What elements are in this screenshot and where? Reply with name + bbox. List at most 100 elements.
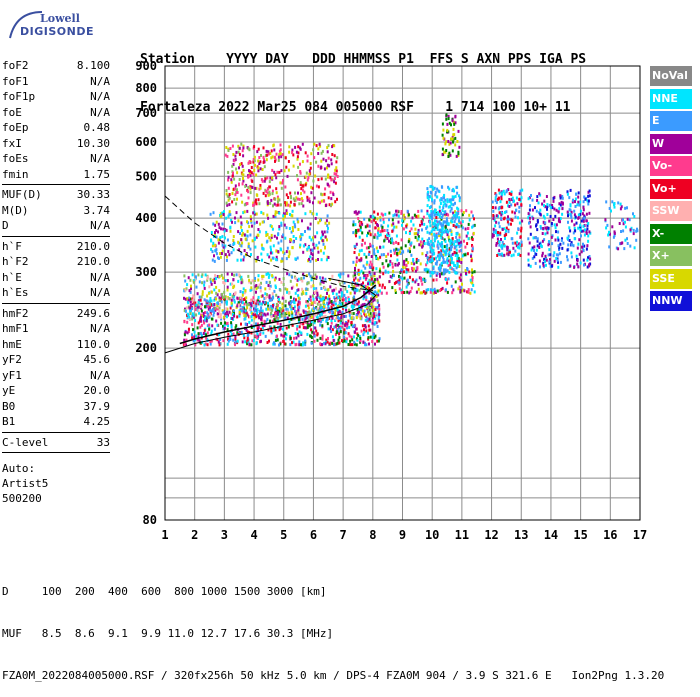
echo-point bbox=[438, 209, 441, 213]
echo-point bbox=[376, 277, 379, 281]
echo-point bbox=[434, 226, 437, 230]
echo-point bbox=[250, 304, 253, 308]
echo-point bbox=[561, 195, 564, 198]
echo-point bbox=[320, 159, 323, 163]
echo-point bbox=[233, 284, 236, 288]
echo-point bbox=[467, 222, 470, 226]
echo-point bbox=[208, 327, 211, 331]
echo-point bbox=[235, 202, 238, 206]
echo-point bbox=[544, 232, 547, 236]
echo-point bbox=[510, 222, 512, 226]
echo-point bbox=[543, 204, 545, 208]
echo-point bbox=[587, 234, 590, 238]
echo-point bbox=[249, 174, 252, 178]
echo-point bbox=[353, 291, 356, 295]
echo-point bbox=[309, 334, 312, 338]
echo-point bbox=[309, 166, 312, 170]
echo-point bbox=[440, 212, 443, 215]
echo-point bbox=[442, 204, 445, 208]
echo-point bbox=[282, 250, 285, 254]
echo-point bbox=[461, 282, 463, 286]
echo-point bbox=[428, 206, 431, 209]
echo-point bbox=[349, 316, 352, 320]
echo-point bbox=[323, 167, 326, 171]
echo-point bbox=[397, 220, 400, 224]
echo-point bbox=[270, 329, 273, 333]
echo-point bbox=[450, 267, 453, 271]
echo-point bbox=[391, 262, 394, 266]
echo-point bbox=[336, 328, 339, 332]
echo-point bbox=[184, 288, 187, 292]
echo-point bbox=[238, 273, 241, 277]
echo-point bbox=[260, 327, 263, 331]
echo-point bbox=[521, 188, 524, 192]
echo-point bbox=[578, 203, 581, 207]
echo-point bbox=[445, 278, 448, 281]
echo-point bbox=[272, 214, 275, 218]
echo-point bbox=[191, 273, 194, 277]
echo-point bbox=[367, 310, 369, 314]
echo-point bbox=[441, 226, 444, 230]
echo-point bbox=[365, 255, 368, 259]
echo-point bbox=[334, 168, 337, 172]
echo-point bbox=[310, 238, 313, 242]
param-value: 10.30 bbox=[76, 136, 110, 150]
echo-point bbox=[255, 186, 258, 190]
echo-point bbox=[304, 339, 307, 343]
echo-point bbox=[213, 303, 216, 306]
echo-point bbox=[283, 223, 286, 227]
echo-point bbox=[228, 297, 231, 301]
echo-point bbox=[219, 303, 222, 306]
echo-point bbox=[457, 256, 460, 260]
echo-point bbox=[318, 302, 321, 306]
param-label: h`Es bbox=[2, 286, 29, 299]
echo-point bbox=[355, 327, 358, 331]
echo-point bbox=[295, 150, 298, 154]
echo-point bbox=[536, 195, 539, 199]
echo-point bbox=[233, 298, 236, 302]
echo-point bbox=[270, 248, 272, 252]
echo-point bbox=[325, 317, 328, 321]
echo-point bbox=[290, 286, 293, 290]
echo-point bbox=[531, 208, 534, 212]
echo-point bbox=[242, 333, 245, 337]
echo-point bbox=[451, 257, 453, 261]
echo-point bbox=[245, 296, 248, 300]
echo-point bbox=[582, 208, 585, 212]
echo-point bbox=[300, 277, 303, 280]
echo-point bbox=[199, 305, 202, 308]
echo-point bbox=[299, 343, 302, 347]
echo-point bbox=[519, 254, 522, 257]
echo-point bbox=[184, 279, 187, 283]
echo-point bbox=[586, 223, 589, 227]
echo-point bbox=[421, 252, 424, 256]
echo-point bbox=[329, 285, 332, 289]
echo-point bbox=[397, 252, 400, 255]
echo-point bbox=[386, 233, 389, 237]
echo-point bbox=[528, 216, 531, 220]
echo-point bbox=[446, 122, 449, 126]
echo-point bbox=[322, 308, 325, 312]
echo-point bbox=[394, 249, 397, 253]
echo-point bbox=[189, 290, 192, 294]
echo-point bbox=[569, 229, 572, 233]
echo-point bbox=[217, 230, 219, 234]
echo-point bbox=[339, 282, 342, 286]
param-label: h`E bbox=[2, 270, 22, 284]
echo-point bbox=[267, 150, 270, 154]
echo-point bbox=[492, 234, 495, 237]
echo-point bbox=[334, 333, 337, 336]
echo-point bbox=[256, 322, 259, 326]
echo-point bbox=[371, 321, 374, 325]
echo-point bbox=[430, 258, 432, 262]
echo-point bbox=[282, 214, 285, 218]
echo-point bbox=[239, 232, 242, 235]
echo-point bbox=[265, 189, 268, 193]
echo-point bbox=[549, 264, 552, 268]
echo-point bbox=[338, 290, 341, 294]
echo-point bbox=[426, 196, 429, 199]
echo-point bbox=[283, 334, 286, 338]
legend-item: W bbox=[650, 133, 692, 154]
echo-point bbox=[297, 220, 300, 224]
echo-point bbox=[301, 188, 304, 192]
